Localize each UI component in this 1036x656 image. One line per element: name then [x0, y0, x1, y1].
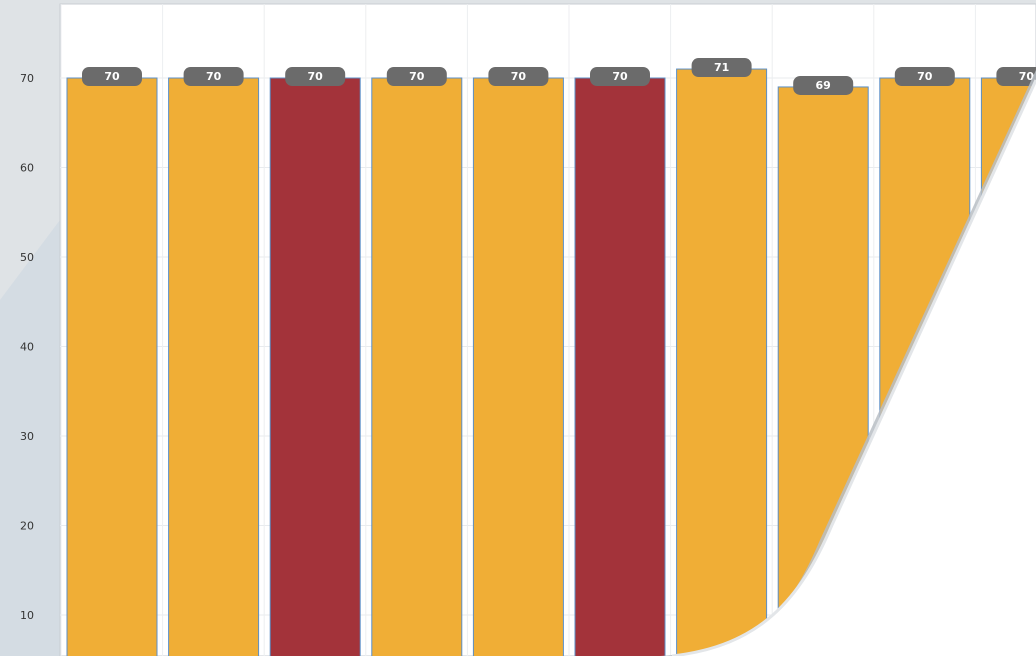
data-label: 70 [590, 67, 650, 86]
data-label-badge [386, 67, 447, 86]
data-label: 70 [894, 67, 955, 86]
data-label: 70 [285, 67, 346, 86]
y-tick-label: 10 [20, 609, 34, 622]
bar [676, 68, 768, 656]
y-tick-label: 30 [20, 430, 34, 443]
y-tick-label: 70 [20, 72, 34, 85]
data-label-text: 70 [104, 70, 120, 83]
bar [371, 77, 463, 656]
data-label: 70 [82, 67, 142, 86]
data-label-text: 70 [612, 70, 628, 83]
data-label-text: 70 [917, 70, 933, 83]
y-tick-label: 20 [20, 520, 34, 533]
y-tick-label: 60 [20, 162, 34, 175]
data-labels: 70 70 70 70 70 70 71 69 70 70 [82, 58, 1036, 95]
data-label: 70 [183, 67, 244, 86]
page-curl-edge [671, 79, 1036, 656]
data-label: 69 [793, 75, 854, 95]
bar [66, 77, 158, 656]
data-label-badge [285, 67, 346, 86]
data-label-badge [894, 67, 955, 86]
data-label-badge [691, 58, 752, 78]
data-label: 70 [488, 67, 549, 86]
page-curl [660, 70, 1036, 656]
page-curl-fold [672, 80, 1036, 656]
data-label-text: 71 [714, 61, 729, 74]
bar [472, 77, 564, 656]
data-label: 70 [386, 67, 447, 86]
data-label-badge [996, 67, 1036, 86]
data-label-badge [488, 67, 549, 86]
data-label-text: 69 [816, 79, 831, 92]
bar [168, 77, 260, 656]
data-label-badge [590, 67, 650, 86]
data-label: 71 [691, 58, 752, 78]
y-tick-label: 40 [20, 341, 34, 354]
data-label-text: 70 [206, 70, 222, 83]
data-label: 70 [996, 67, 1036, 86]
data-label-text: 70 [1019, 70, 1035, 83]
bar [574, 77, 666, 656]
y-tick-label: 50 [20, 251, 34, 264]
data-label-badge [183, 67, 244, 86]
data-label-text: 70 [511, 70, 527, 83]
data-label-badge [82, 67, 142, 86]
y-axis-ticks: 10 20 30 40 50 60 70 [20, 72, 34, 622]
data-label-text: 70 [308, 70, 324, 83]
data-label-badge [793, 75, 854, 95]
background-stripe [0, 220, 60, 656]
bar [269, 77, 361, 656]
data-label-text: 70 [409, 70, 425, 83]
